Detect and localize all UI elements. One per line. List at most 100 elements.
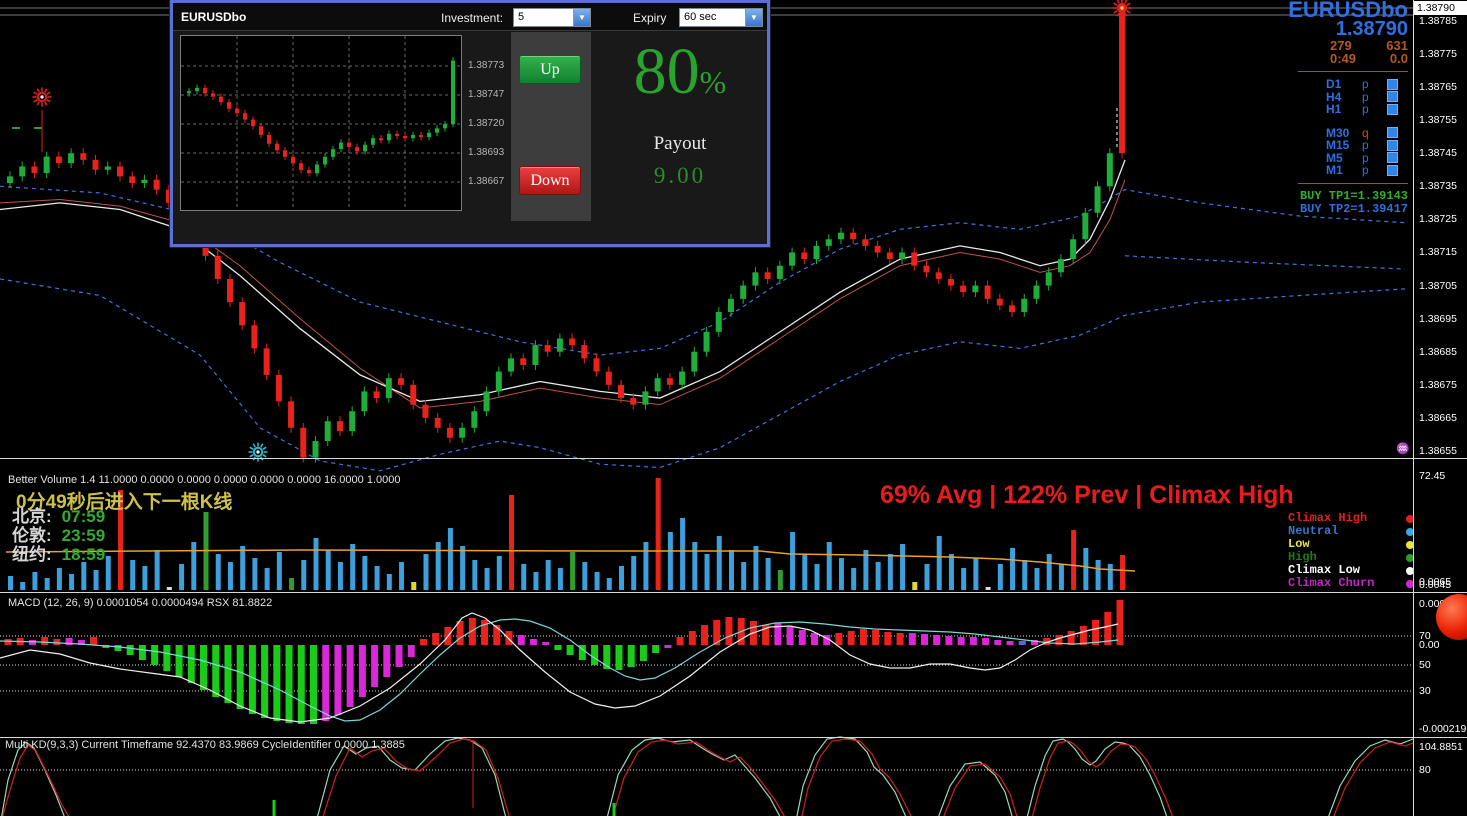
axis-tick-label: 50 <box>1419 659 1431 671</box>
alert-ball-marker <box>1436 594 1467 640</box>
kd-indicator-header: Multi KD(9,3,3) Current Timeframe 92.437… <box>5 739 405 751</box>
payout-zone: 80% Payout 9.00 <box>593 3 767 250</box>
timeframe-row: M1 p <box>1326 163 1408 178</box>
city-name: 纽约: <box>12 545 52 564</box>
timeframe-label: M5 <box>1326 150 1343 165</box>
session-clock-row: 伦敦: 23:59 <box>12 526 105 545</box>
axis-tick-label: 1.38685 <box>1419 345 1457 358</box>
current-price-box: 1.38790 <box>1414 1 1467 15</box>
timeframe-signal-letter: p <box>1362 163 1369 178</box>
axis-tick-label: 30 <box>1419 685 1431 697</box>
chevron-down-icon[interactable]: ▼ <box>745 9 762 26</box>
investment-value: 5 <box>518 11 525 23</box>
legend-item: Climax High <box>1288 512 1414 525</box>
session-clock-row: 北京: 07:59 <box>12 507 105 526</box>
axis-tick-label: 80 <box>1419 764 1431 776</box>
legend-item: Low <box>1288 538 1414 551</box>
timeframe-signal-square <box>1387 103 1398 115</box>
timeframe-label: M15 <box>1326 138 1350 153</box>
axis-tick-label: 1.38735 <box>1419 180 1457 193</box>
symbol-stat-row: 0:49 0.0 <box>1330 52 1408 65</box>
legend-item: Climax Churn <box>1288 577 1414 590</box>
axis-tick-label: 1.38675 <box>1419 378 1457 391</box>
legend-label: Neutral <box>1288 524 1339 538</box>
axis-tick-label: 1.38715 <box>1419 246 1457 259</box>
legend-dot-icon <box>1406 514 1414 523</box>
buy-tp1-label: BUY TP1=1.39143 <box>1299 188 1408 203</box>
svg-text:♒: ♒ <box>1396 442 1410 455</box>
timeframe-signal-square <box>1387 139 1398 151</box>
dialog-title: EURUSDbo <box>181 10 247 24</box>
panel-separator <box>0 592 1467 593</box>
axis-tick-label: -0.000219 <box>1419 723 1467 735</box>
volume-legend: Climax High Neutral Low High Climax Low Clima… <box>1288 512 1414 590</box>
session-clock-list: 北京: 07:59 伦敦: 23:59 纽约: 18:59 <box>12 507 105 564</box>
timeframe-row: H1 p <box>1326 102 1408 117</box>
volume-indicator-header: Better Volume 1.4 11.0000 0.0000 0.0000 … <box>8 474 401 486</box>
expiry-label: Expiry <box>633 11 667 25</box>
candle-countdown-text: 0分49秒后进入下一根K线 <box>16 492 233 513</box>
stat-value: 279 <box>1330 38 1352 53</box>
city-time: 23:59 <box>61 526 106 545</box>
timeframe-signal-square <box>1387 78 1398 90</box>
timeframe-row: D1 p <box>1326 77 1408 92</box>
axis-tick-label: 1.38785 <box>1419 15 1457 27</box>
axis-tick-label: 1.38745 <box>1419 147 1457 160</box>
axis-tick-label: 0.0045 <box>1419 579 1452 591</box>
down-button[interactable]: Down <box>519 166 581 195</box>
city-name: 北京: <box>12 507 52 526</box>
mini-chart-price-label: 1.38667 <box>468 176 505 187</box>
timeframe-label: M1 <box>1326 163 1343 178</box>
axis-tick-label: 104.8851 <box>1419 741 1463 753</box>
mini-chart-price-label: 1.38747 <box>468 89 505 100</box>
axis-tick-label: 1.38665 <box>1419 411 1457 424</box>
divider <box>1298 71 1408 72</box>
timeframe-signal-letter: q <box>1362 125 1369 140</box>
axis-tick-label: 0.0065 <box>1419 576 1452 588</box>
panel-separator <box>0 458 1467 459</box>
timeframe-label: M30 <box>1326 125 1350 140</box>
session-clock-row: 纽约: 18:59 <box>12 545 105 564</box>
chevron-down-icon[interactable]: ▼ <box>573 9 590 26</box>
timeframe-label: D1 <box>1326 77 1342 92</box>
symbol-name: EURUSDbo <box>1288 0 1408 22</box>
stat-value: 0.0 <box>1389 51 1408 66</box>
legend-dot-icon <box>1406 553 1414 562</box>
mini-chart-price-label: 1.38693 <box>468 147 505 158</box>
payout-label: Payout <box>653 133 707 154</box>
stat-value: 0:49 <box>1330 51 1357 66</box>
expiry-value: 60 sec <box>684 11 717 23</box>
dialog-titlebar[interactable]: EURUSDbo Investment: 5 ▼ Expiry 60 sec ▼ <box>173 3 767 31</box>
axis-tick-label: 1.38695 <box>1419 312 1457 325</box>
axis-tick-label: 1.38705 <box>1419 279 1457 292</box>
legend-dot-icon <box>1406 540 1414 549</box>
timeframe-label: H4 <box>1326 89 1342 104</box>
timeframe-row: M30 q <box>1326 125 1408 140</box>
timeframe-signal-square <box>1387 127 1398 139</box>
legend-label: Climax High <box>1288 511 1368 525</box>
legend-label: Climax Churn <box>1288 576 1375 590</box>
buy-tp2-label: BUY TP2=1.39417 <box>1299 201 1408 216</box>
city-time: 07:59 <box>61 507 106 526</box>
timeframe-signal-letter: p <box>1362 102 1369 117</box>
payout-amount: 9.00 <box>653 163 707 188</box>
mini-chart-price-label: 1.38773 <box>468 60 505 71</box>
legend-item: Neutral <box>1288 525 1414 538</box>
legend-label: Low <box>1288 537 1310 551</box>
expiry-select[interactable]: 60 sec ▼ <box>679 8 763 27</box>
legend-label: High <box>1288 550 1317 564</box>
axis-tick-label: 1.38765 <box>1419 81 1457 94</box>
investment-select[interactable]: 5 ▼ <box>513 8 591 27</box>
legend-label: Climax Low <box>1288 563 1361 577</box>
axis-tick-label: 0.00 <box>1419 639 1440 651</box>
city-time: 18:59 <box>61 545 106 564</box>
timeframe-row: M15 p <box>1326 138 1408 153</box>
stat-value: 631 <box>1386 38 1408 53</box>
mini-chart-price-label: 1.38720 <box>468 118 505 129</box>
timeframe-signal-table: D1 p H4 p H1 p M30 q M15 p M5 p M1 p <box>1326 77 1408 178</box>
mini-chart <box>180 35 462 211</box>
up-button[interactable]: Up <box>519 55 581 84</box>
timeframe-row: M5 p <box>1326 150 1408 165</box>
legend-item: High <box>1288 551 1414 564</box>
